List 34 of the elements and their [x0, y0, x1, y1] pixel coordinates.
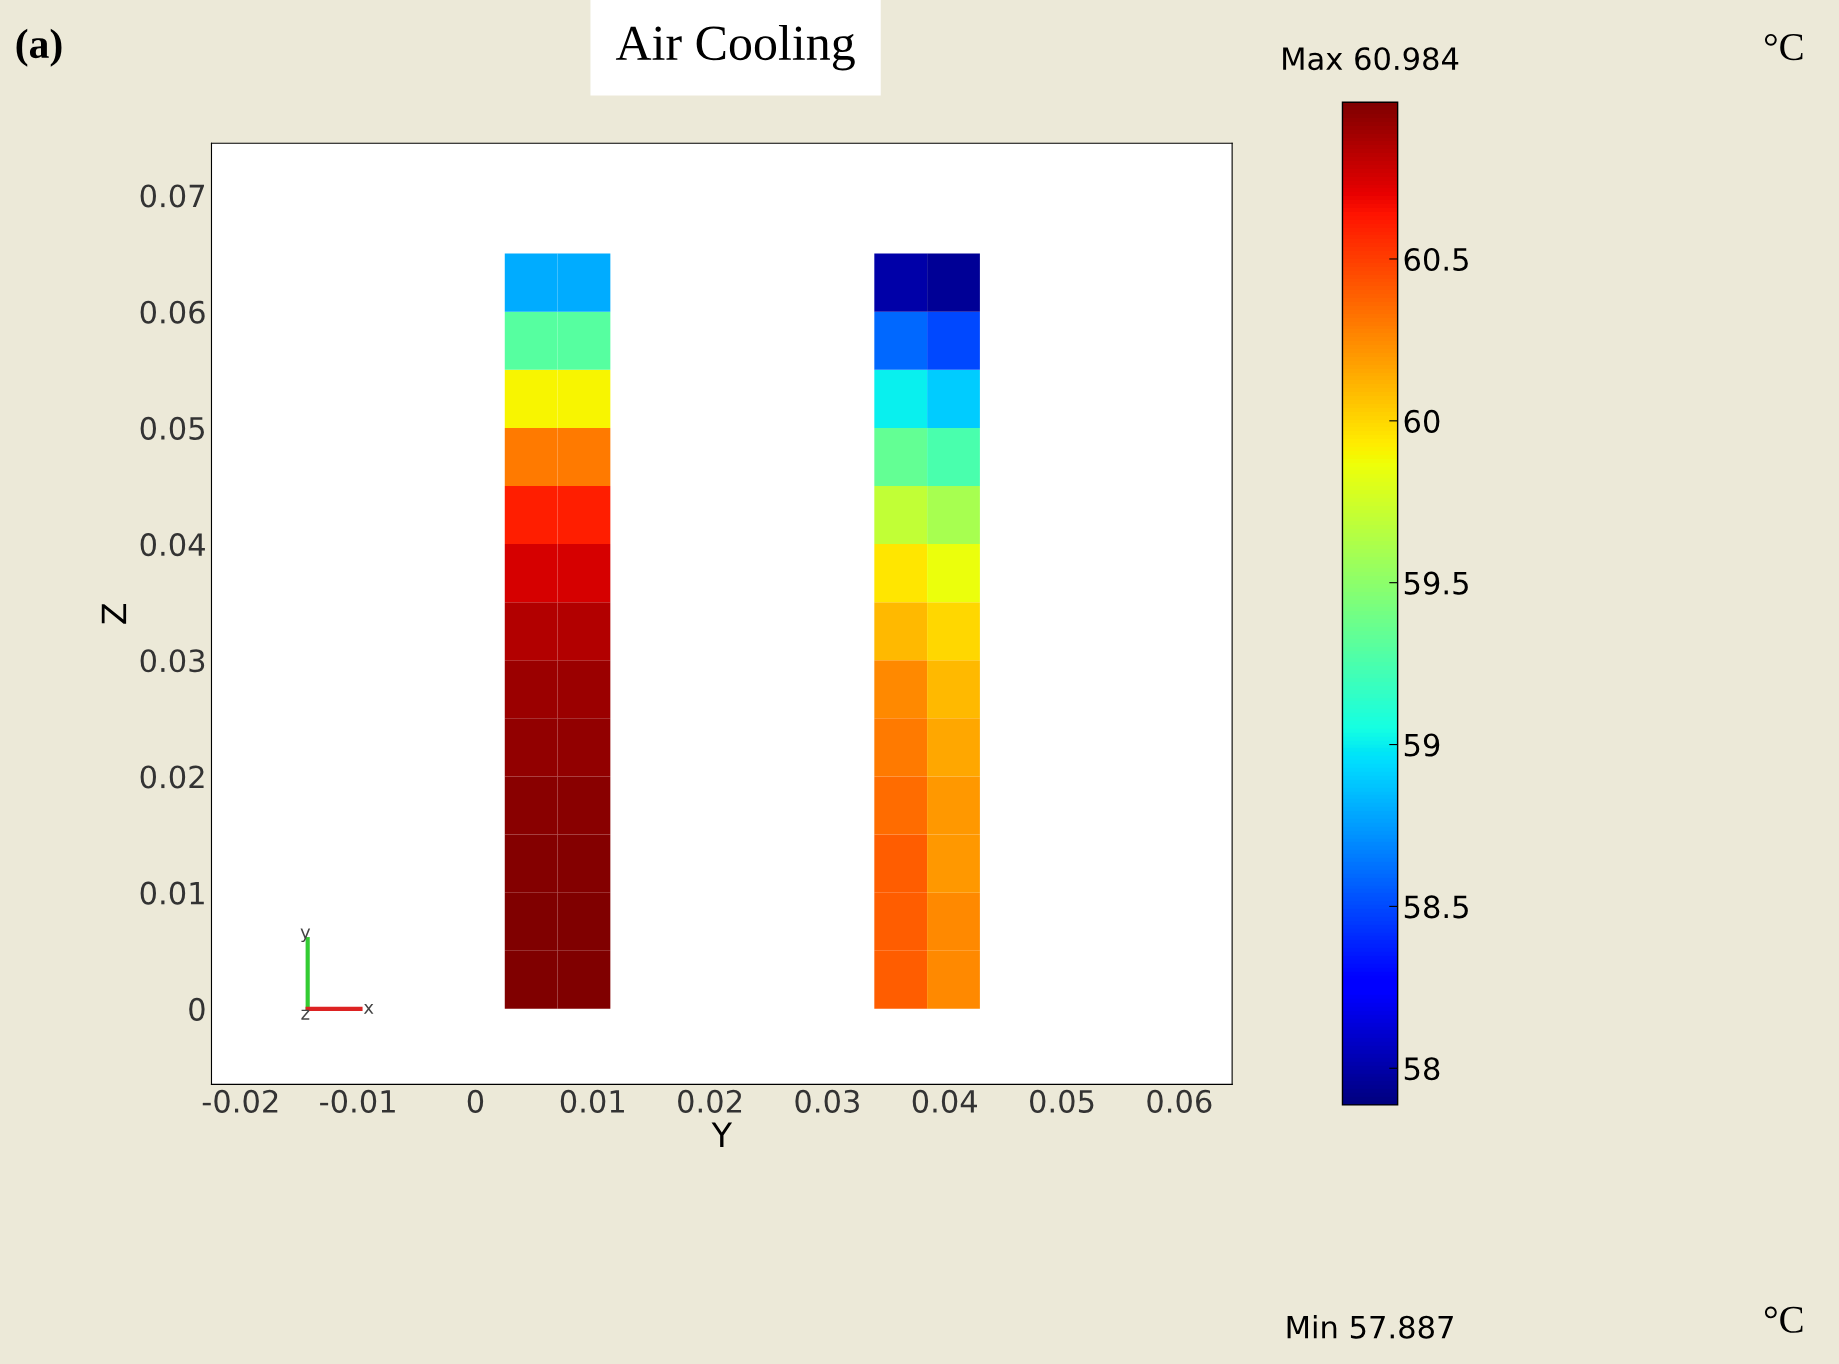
- annotation: x: [363, 1003, 374, 1014]
- y-tick-label: 0.06: [140, 300, 205, 324]
- x-tick-label: 0.06: [1147, 1089, 1212, 1113]
- x-tick-label: 0: [467, 1089, 484, 1113]
- color-bar-label: 58: [1404, 1057, 1440, 1081]
- color-bar-title: °C: [1764, 33, 1803, 61]
- color-bar-label: 60.5: [1404, 247, 1468, 272]
- x-tick-label: 0.01: [560, 1089, 624, 1113]
- annotation: y: [300, 928, 311, 943]
- color-bar-label: 59.5: [1404, 571, 1468, 595]
- x-tick-label: 0.05: [1030, 1089, 1094, 1113]
- x-axis-title: Y: [711, 1122, 733, 1147]
- y-axis-title: Z: [101, 603, 127, 624]
- y-tick-label: 0.02: [140, 765, 204, 789]
- color-bar-label: 59: [1404, 733, 1440, 757]
- text: Min 57.887: [1287, 1315, 1453, 1339]
- annotation: z: [301, 1009, 310, 1020]
- y-tick-label: 0.05: [140, 416, 204, 440]
- x-tick-label: 0.02: [678, 1089, 742, 1113]
- y-tick-label: 0.04: [140, 533, 205, 557]
- x-tick-label: -0.01: [320, 1089, 395, 1113]
- y-tick-label: 0.01: [140, 881, 204, 905]
- x-tick-label: -0.02: [202, 1089, 278, 1113]
- color-bar-label: 60: [1404, 409, 1440, 433]
- y-tick-label: 0.03: [140, 649, 205, 673]
- y-tick-label: 0.07: [140, 184, 205, 208]
- y-tick-label: 0: [189, 997, 205, 1021]
- chart-title: Air Cooling: [615, 25, 855, 71]
- text: Max 60.984: [1283, 47, 1459, 71]
- text: (a): [16, 28, 62, 67]
- color-bar-label: 58.5: [1404, 895, 1468, 919]
- text: °C: [1764, 1306, 1803, 1333]
- x-tick-label: 0.04: [912, 1089, 978, 1113]
- x-tick-label: 0.03: [795, 1089, 859, 1113]
